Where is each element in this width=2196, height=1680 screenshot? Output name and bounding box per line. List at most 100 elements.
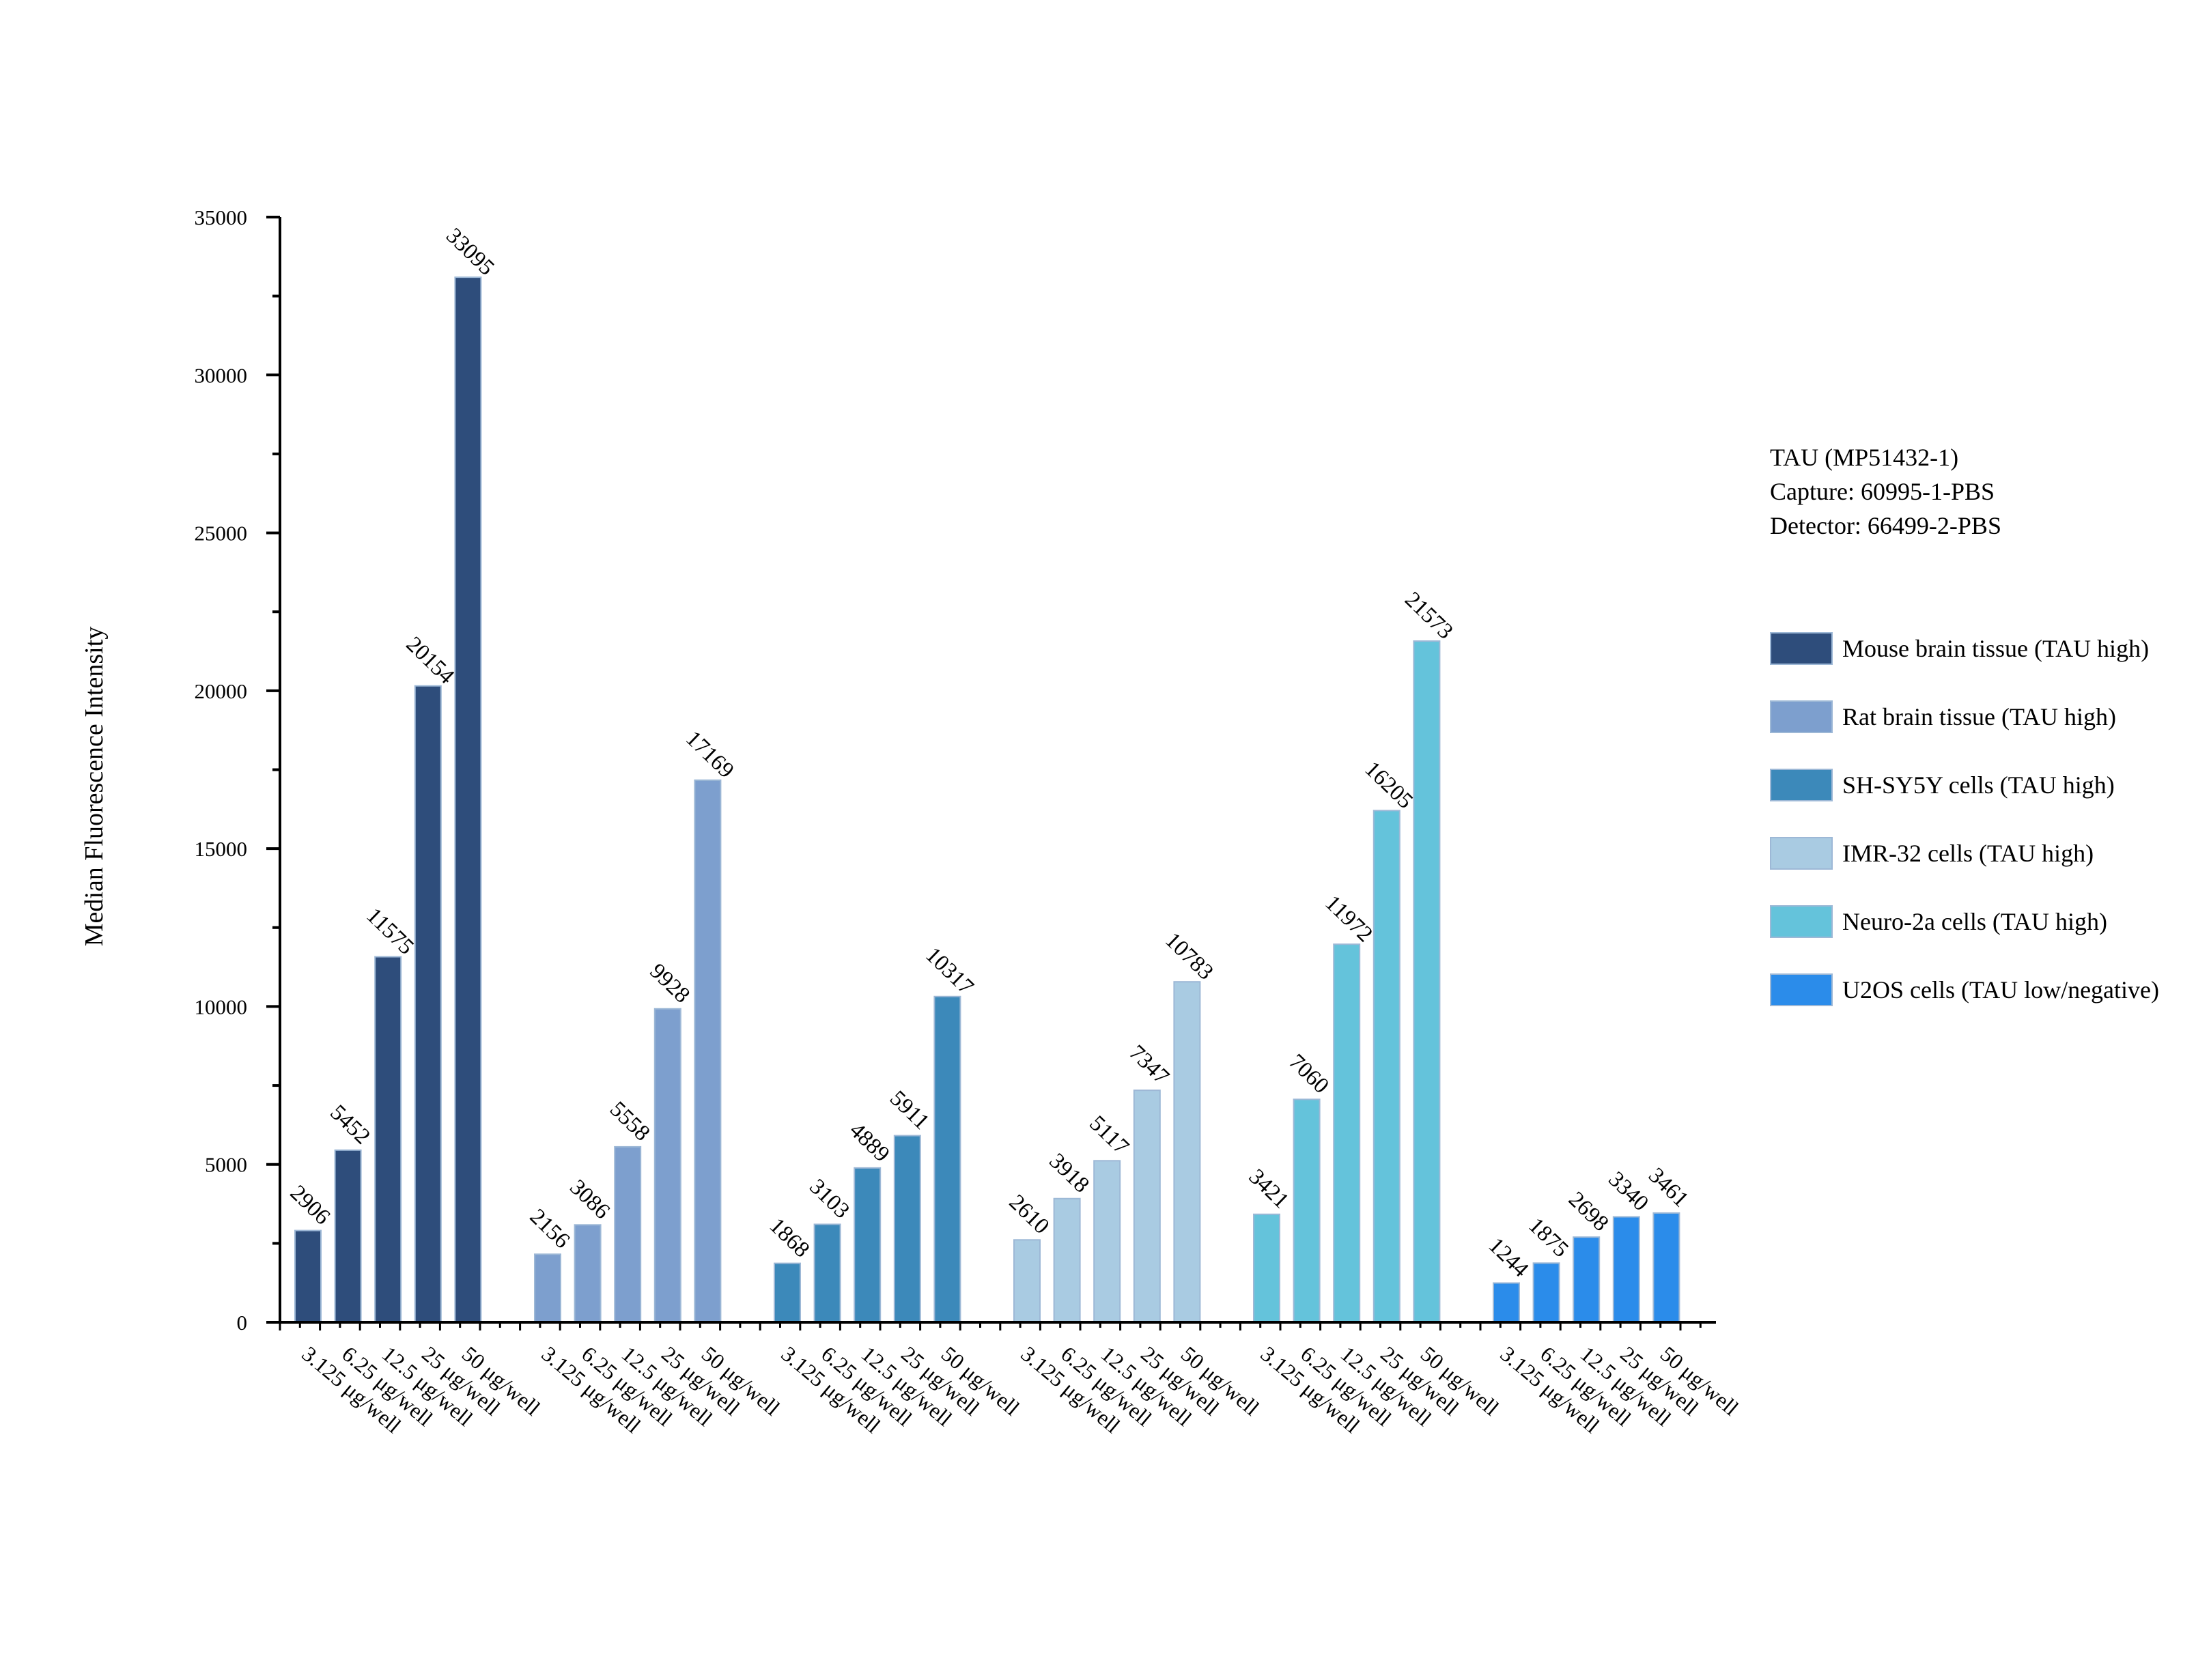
data-label: 21573 (1400, 587, 1457, 644)
bar (1133, 1090, 1161, 1324)
data-label: 1244 (1484, 1233, 1533, 1282)
bar (534, 1253, 561, 1324)
bar (374, 956, 402, 1324)
data-label: 7060 (1284, 1049, 1333, 1098)
bar (1293, 1098, 1321, 1323)
annotation-line-2: Capture: 60995-1-PBS (1770, 478, 1995, 505)
y-tick-label: 30000 (195, 363, 248, 387)
data-label: 20154 (402, 632, 459, 689)
y-tick-label: 15000 (195, 837, 248, 861)
legend-label: Mouse brain tissue (TAU high) (1842, 635, 2150, 662)
y-axis: 0 5000 10000 15000 20000 25000 30000 35000 (195, 205, 281, 1335)
bar (1053, 1197, 1081, 1324)
series-group: 2906 5452 11575 20154 33095 (285, 223, 499, 1324)
bar (1413, 640, 1441, 1323)
bar (454, 276, 482, 1323)
data-label: 5117 (1084, 1111, 1134, 1160)
data-label: 2906 (285, 1181, 335, 1230)
annotation-line-1: TAU (MP51432-1) (1770, 444, 1959, 471)
data-label: 5452 (325, 1100, 374, 1150)
bar (854, 1167, 882, 1324)
bar (1532, 1262, 1560, 1323)
data-label: 3340 (1604, 1167, 1653, 1216)
legend-swatch (1770, 905, 1833, 938)
data-label: 5558 (605, 1097, 654, 1146)
legend-swatch (1770, 700, 1833, 733)
y-tick-label: 25000 (195, 522, 248, 545)
legend-item-rat-brain: Rat brain tissue (TAU high) (1770, 699, 2116, 735)
bar (1013, 1239, 1041, 1323)
legend-item-neuro-2a: Neuro-2a cells (TAU high) (1770, 904, 2107, 939)
legend-item-sh-sy5y: SH-SY5Y cells (TAU high) (1770, 767, 2115, 803)
legend-item-u2os: U2OS cells (TAU low/negative) (1770, 972, 2159, 1008)
bar (694, 779, 722, 1324)
data-label: 33095 (441, 223, 498, 280)
bar (334, 1149, 362, 1323)
data-label: 3461 (1644, 1163, 1693, 1212)
bar (1372, 810, 1400, 1323)
data-label: 11575 (361, 903, 418, 959)
legend-label: IMR-32 cells (TAU high) (1842, 840, 2094, 867)
bar (774, 1262, 801, 1324)
data-label: 11972 (1320, 891, 1377, 947)
legend-swatch (1770, 973, 1833, 1006)
bar (933, 995, 961, 1323)
bar (574, 1224, 602, 1324)
y-tick-label: 5000 (205, 1153, 247, 1177)
data-label: 3421 (1244, 1165, 1293, 1214)
data-label: 9928 (645, 959, 694, 1008)
data-label: 5911 (885, 1086, 934, 1135)
data-label: 4889 (845, 1118, 894, 1167)
bar (1573, 1236, 1601, 1324)
bar (893, 1135, 921, 1323)
bar (1612, 1216, 1640, 1323)
data-label: 3918 (1044, 1149, 1093, 1198)
bar (414, 685, 442, 1323)
bar (653, 1008, 681, 1323)
bar (1652, 1212, 1680, 1324)
bar (1493, 1282, 1520, 1323)
data-label: 2698 (1564, 1187, 1613, 1236)
legend-swatch (1770, 837, 1833, 870)
annotation-line-3: Detector: 66499-2-PBS (1770, 512, 2001, 539)
bar (614, 1145, 642, 1324)
y-tick-label: 0 (237, 1311, 248, 1335)
y-tick-label: 10000 (195, 995, 248, 1019)
data-label: 1875 (1523, 1213, 1573, 1262)
data-label: 2156 (525, 1204, 574, 1253)
bar (1253, 1213, 1280, 1323)
data-label: 3086 (565, 1175, 614, 1224)
y-axis-label: Median Fluorescence Intensity (80, 627, 109, 947)
legend-label: U2OS cells (TAU low/negative) (1842, 976, 2160, 1003)
data-label: 17169 (681, 726, 738, 783)
data-label: 3103 (804, 1174, 854, 1223)
data-label: 2610 (1004, 1190, 1054, 1239)
series-group: 3421 7060 11972 16205 21573 (1244, 587, 1458, 1323)
bar (1333, 943, 1361, 1323)
bar (1173, 981, 1201, 1323)
legend-swatch (1770, 632, 1833, 665)
data-label: 1868 (765, 1214, 814, 1263)
legend-swatch (1770, 769, 1833, 801)
legend-label: Rat brain tissue (TAU high) (1842, 703, 2117, 730)
data-label: 10783 (1160, 928, 1217, 984)
legend-item-mouse-brain: Mouse brain tissue (TAU high) (1770, 631, 2149, 666)
legend-label: SH-SY5Y cells (TAU high) (1842, 771, 2115, 799)
legend-label: Neuro-2a cells (TAU high) (1842, 908, 2107, 935)
bar (813, 1223, 841, 1324)
bar (1093, 1160, 1121, 1324)
bar (294, 1229, 322, 1324)
legend-item-imr-32: IMR-32 cells (TAU high) (1770, 836, 2094, 871)
y-tick-label: 35000 (195, 205, 248, 229)
data-label: 16205 (1360, 757, 1418, 814)
data-label: 7347 (1125, 1040, 1174, 1090)
y-tick-label: 20000 (195, 679, 248, 703)
data-label: 10317 (920, 943, 978, 999)
